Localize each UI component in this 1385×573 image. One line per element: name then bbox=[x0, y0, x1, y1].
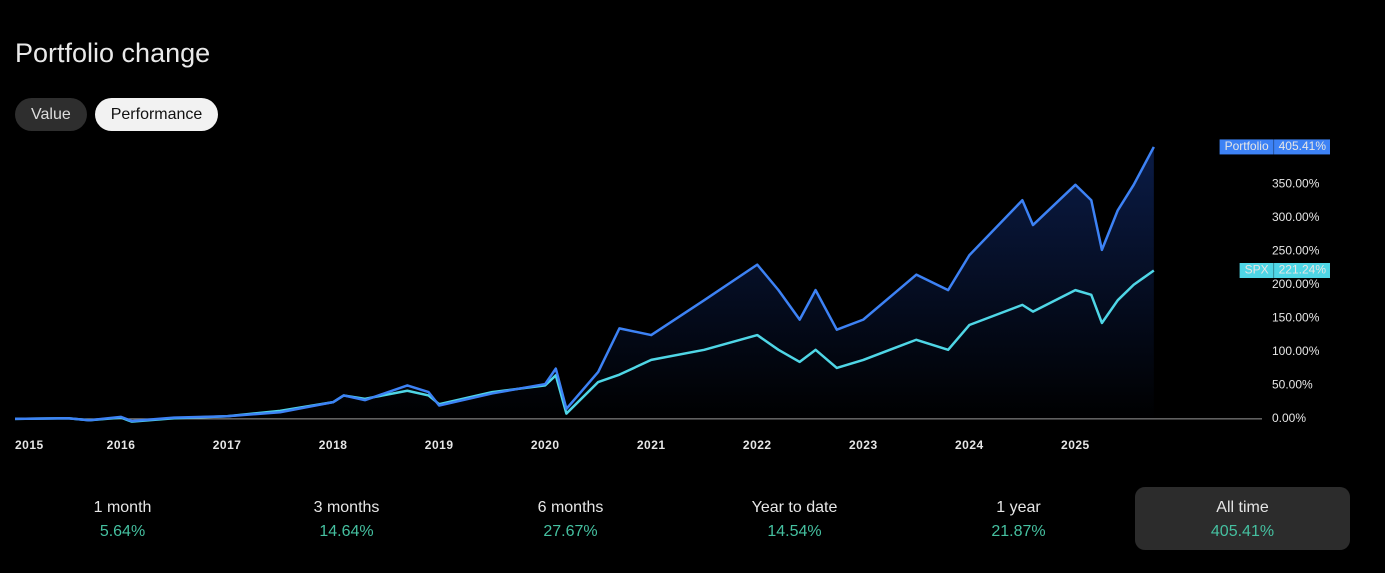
x-tick-label: 2016 bbox=[107, 438, 136, 452]
toggle-button[interactable]: Value bbox=[15, 98, 87, 131]
y-tick-label: 0.00% bbox=[1272, 411, 1306, 425]
legend-entry: SPX bbox=[1245, 263, 1269, 277]
y-tick-label: 300.00% bbox=[1272, 210, 1320, 224]
badge-box bbox=[1219, 139, 1330, 155]
badge-value: 221.24% bbox=[1279, 263, 1327, 277]
y-tick-label: 250.00% bbox=[1272, 243, 1320, 257]
period-tab[interactable]: 3 months 14.64% bbox=[239, 487, 454, 550]
badge-value: 405.41% bbox=[1279, 139, 1327, 153]
x-tick-label: 2019 bbox=[425, 438, 454, 452]
period-value: 5.64% bbox=[99, 523, 146, 540]
x-tick-label: 2024 bbox=[955, 438, 984, 452]
x-tick-label: 2018 bbox=[319, 438, 348, 452]
x-tick-label: 2020 bbox=[531, 438, 560, 452]
period-tab[interactable]: Year to date 14.54% bbox=[687, 487, 902, 550]
x-tick-label: 2022 bbox=[743, 438, 772, 452]
period-label: 1 year bbox=[996, 499, 1041, 516]
y-tick-label: 150.00% bbox=[1272, 310, 1320, 324]
period-label: 6 months bbox=[537, 499, 604, 516]
period-value: 405.41% bbox=[1210, 523, 1275, 540]
stats: 1 month 5.64% 3 months 14.64% 6 months 27.67%… bbox=[15, 487, 1350, 550]
x-tick-label: 2023 bbox=[849, 438, 878, 452]
series-line bbox=[14, 146, 1155, 423]
series-badge: 405.41% Portfolio bbox=[1219, 139, 1330, 155]
y-tick-label: 350.00% bbox=[1272, 176, 1320, 190]
period-value: 14.64% bbox=[319, 523, 374, 540]
y-tick-label: 100.00% bbox=[1272, 344, 1320, 358]
x-tick-label: 2017 bbox=[213, 438, 242, 452]
period-label: 3 months bbox=[313, 499, 380, 516]
x-tick-label: 2015 bbox=[15, 438, 44, 452]
x-tick-label: 2025 bbox=[1061, 438, 1090, 452]
area bbox=[15, 146, 1154, 421]
y-tick-label: 200.00% bbox=[1272, 277, 1320, 291]
series-badge: 221.24% SPX bbox=[1239, 262, 1330, 278]
period-label: All time bbox=[1216, 499, 1269, 516]
toggle: Value Performance bbox=[15, 98, 219, 131]
toggle-button[interactable]: Performance bbox=[94, 98, 219, 131]
period-label: 1 month bbox=[93, 499, 152, 516]
y-tick-label: 50.00% bbox=[1272, 378, 1313, 392]
period-tab[interactable]: 6 months 27.67% bbox=[463, 487, 678, 550]
period-value: 21.87% bbox=[991, 523, 1046, 540]
period-value: 14.54% bbox=[767, 523, 822, 540]
badge-box bbox=[1239, 262, 1330, 278]
x-tick-label: 2021 bbox=[637, 438, 666, 452]
period-tab[interactable]: 1 year 21.87% bbox=[911, 487, 1126, 550]
legend-entry: Portfolio bbox=[1225, 139, 1269, 153]
title: Portfolio change bbox=[15, 38, 211, 68]
period-value: 27.67% bbox=[543, 523, 598, 540]
period-label: Year to date bbox=[751, 499, 838, 516]
period-tab[interactable]: 1 month 5.64% bbox=[15, 487, 230, 550]
period-tab[interactable]: All time 405.41% bbox=[1135, 487, 1350, 550]
